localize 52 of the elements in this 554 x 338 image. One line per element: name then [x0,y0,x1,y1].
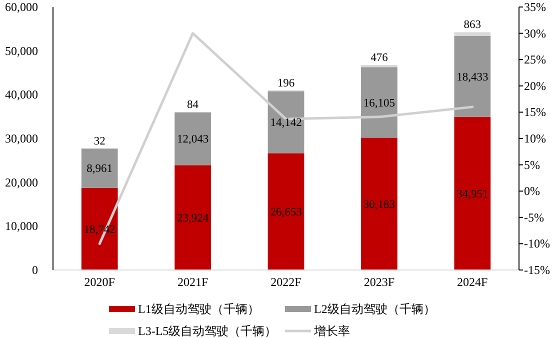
y-tick-label: 10,000 [5,219,38,234]
bar [81,188,118,270]
y2-tick-label: -15% [524,263,550,277]
data-label: 34,951 [456,188,488,200]
bar [454,32,491,36]
bar [361,138,398,270]
data-label: 196 [277,77,295,90]
y2-tick-label: 25% [524,52,546,67]
data-label: 863 [464,19,482,32]
bar [81,148,118,188]
y-tick-label: 60,000 [5,0,38,14]
y-tick-label: 30,000 [5,132,38,146]
y2-tick-label: 20% [524,78,546,93]
data-label: 26,653 [270,206,302,219]
data-label: 32 [94,135,106,148]
data-label: 14,142 [270,117,302,130]
y2-tick-label: 35% [524,0,546,14]
bar [174,165,211,270]
bar [454,36,491,117]
data-label: 30,183 [363,198,396,211]
data-label: 84 [187,98,199,111]
y2-tick-label: 15% [524,105,546,120]
y-tick-label: 20,000 [5,175,38,190]
x-tick-label: 2024F [457,275,488,289]
bar [174,112,211,166]
y2-tick-label: 0% [524,184,540,198]
bar [268,91,304,154]
bar [268,153,304,270]
data-label: 12,043 [176,134,209,146]
y2-tick-label: 30% [524,26,546,40]
legend-label: 增长率 [313,324,350,338]
x-tick-label: 2021F [177,275,208,289]
data-label: 16,105 [363,97,396,110]
bar [361,67,398,138]
legend-label: L1级自动驾驶（千辆） [138,302,260,316]
y2-tick-label: -10% [524,236,550,251]
legend-label: L2级自动驾驶（千辆） [314,302,436,316]
data-label: 18,433 [456,71,488,84]
y2-tick-label: 5% [524,158,540,172]
data-label: 476 [370,52,388,64]
data-label: 8,961 [86,163,113,176]
legend-label: L3-L5级自动驾驶（千辆） [138,324,277,338]
y-tick-label: 40,000 [5,88,38,102]
y-tick-label: 0 [32,263,38,277]
x-tick-label: 2020F [84,275,116,289]
x-tick-label: 2022F [270,275,302,289]
y2-tick-label: 10% [524,132,546,146]
y-tick-label: 50,000 [5,44,38,58]
bar [454,116,491,270]
x-tick-label: 2023F [364,275,395,289]
data-label: 23,924 [176,212,209,225]
y2-tick-label: -5% [524,210,544,224]
